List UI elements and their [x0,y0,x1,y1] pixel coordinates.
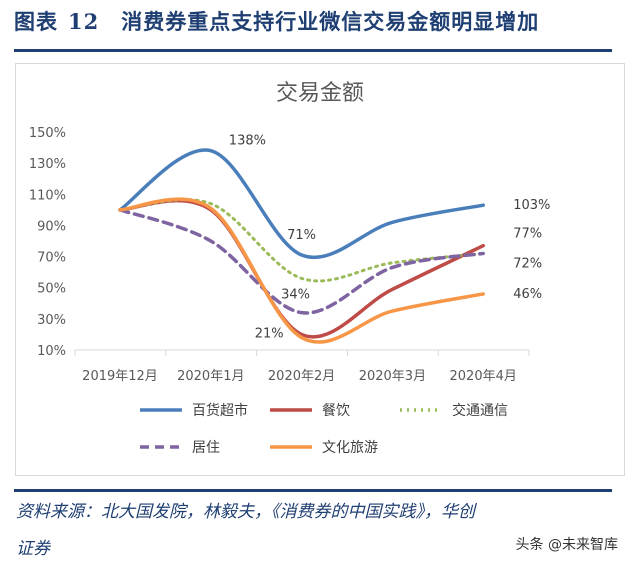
source-line-1: 资料来源：北大国发院，林毅夫，《消费券的中国实践》，华创 [16,502,475,522]
legend-label: 百货超市 [192,402,248,419]
figure-title: 消费券重点支持行业微信交易金额明显增加 [121,9,540,34]
legend-label: 文化旅游 [322,440,378,456]
data-label: 34% [281,288,310,303]
header-rule [14,49,612,52]
data-label: 46% [513,287,542,302]
y-tick-label: 30% [37,313,66,328]
y-tick-label: 10% [37,344,66,359]
source-note: 资料来源：北大国发院，林毅夫，《消费券的中国实践》，华创 证券 [16,494,616,568]
data-label: 72% [513,256,542,271]
data-label: 103% [513,198,550,213]
footer-rule [14,489,612,492]
legend-label: 居住 [192,440,220,456]
series-line-1 [118,148,485,259]
data-label: 77% [513,227,542,242]
y-tick-label: 110% [29,188,66,203]
y-tick-label: 70% [37,251,66,266]
data-label: 138% [229,134,266,149]
series-line-4 [118,208,485,315]
watermark: 头条 @未来智库 [515,537,618,553]
figure-number: 12 [68,9,100,34]
y-tick-label: 50% [37,282,66,297]
x-tick-label: 2019年12月 [82,369,158,384]
source-line-2: 证券 [16,539,50,559]
x-tick-label: 2020年1月 [177,369,244,384]
figure-header: 图表 12 消费券重点支持行业微信交易金额明显增加 [14,6,539,36]
y-tick-label: 130% [29,157,66,172]
legend-label: 餐饮 [322,403,350,419]
x-tick-label: 2020年3月 [359,369,426,384]
chart-title: 交易金额 [276,81,364,106]
series-line-5 [118,197,485,344]
line-chart: 交易金额 10% 30% 50% 70% 90% 110% 130% 150% 2019年12月 2… [29,81,551,456]
data-label: 21% [255,327,284,342]
chart-frame [15,63,625,476]
x-tick-label: 2020年4月 [450,369,517,384]
data-label: 71% [287,228,316,243]
series-line-2 [118,198,485,339]
y-tick-label: 150% [29,126,66,141]
legend-label: 交通通信 [452,402,508,419]
figure-label: 图表 [14,9,58,34]
x-tick-label: 2020年2月 [268,369,335,384]
y-tick-label: 90% [37,219,66,234]
